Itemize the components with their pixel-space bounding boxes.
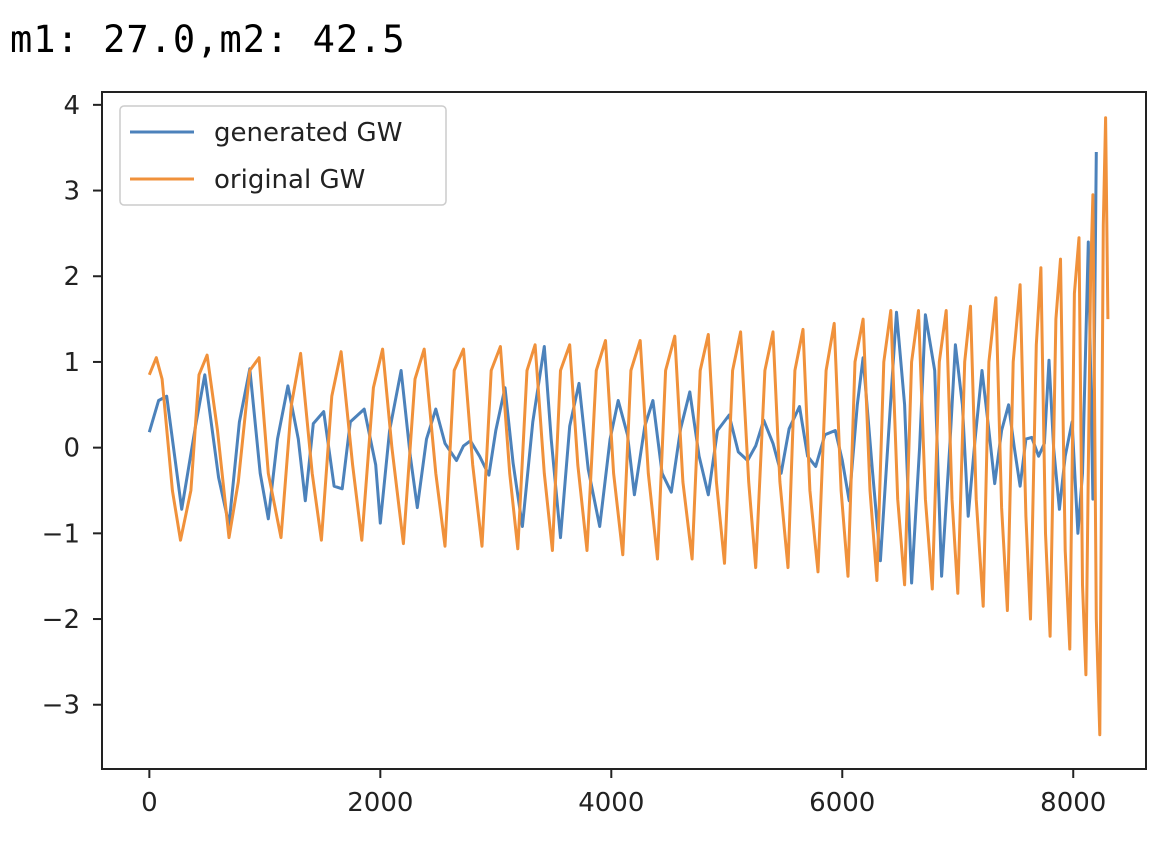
y-tick-label: −1 [42, 519, 80, 549]
y-tick-label: 4 [63, 91, 80, 121]
series-layer [147, 116, 1110, 737]
chart-caption: m1: 27.0,m2: 42.5 [10, 18, 406, 61]
legend-label-generated: generated GW [214, 118, 402, 148]
x-tick-label: 4000 [578, 788, 644, 818]
y-tick-label: 3 [63, 177, 80, 207]
y-tick-label: 1 [63, 348, 80, 378]
y-tick-label: −2 [42, 605, 80, 635]
y-axis: −3 −2 −1 0 1 2 3 4 [42, 91, 102, 721]
y-tick-label: 0 [63, 434, 80, 464]
plot-frame [101, 91, 1147, 770]
series-line-original [147, 116, 1110, 737]
x-tick-label: 0 [141, 788, 158, 818]
legend-box [119, 105, 447, 206]
legend-label-original: original GW [214, 165, 365, 195]
y-tick-label: 2 [63, 262, 80, 292]
x-tick-label: 2000 [347, 788, 413, 818]
series-line-generated [147, 151, 1098, 585]
x-tick-label: 8000 [1040, 788, 1106, 818]
x-tick-label: 6000 [809, 788, 875, 818]
y-tick-label: −3 [42, 691, 80, 721]
x-axis: 0 2000 4000 6000 8000 [141, 769, 1106, 818]
legend: generated GW original GW [119, 105, 447, 206]
